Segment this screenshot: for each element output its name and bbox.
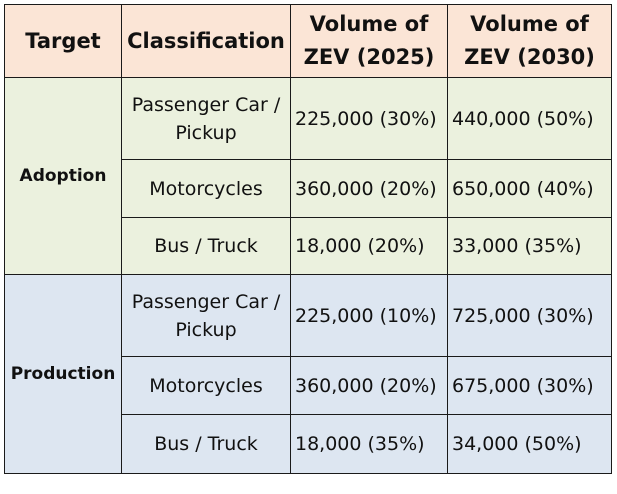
classification-cell: Passenger Car / Pickup <box>121 77 291 160</box>
header-classification: Classification <box>121 4 291 78</box>
target-adoption: Adoption <box>4 77 122 275</box>
table-row: Motorcycles 360,000 (20%) 650,000 (40%) <box>5 159 612 218</box>
zev-2030-cell: 650,000 (40%) <box>447 159 612 218</box>
adoption-group: Adoption Passenger Car / Pickup 225,000 … <box>4 77 612 275</box>
zev-targets-table-container: Target Classification Volume of ZEV (202… <box>4 4 612 474</box>
zev-2025-cell: 360,000 (20%) <box>290 356 448 415</box>
table-row: Adoption Passenger Car / Pickup 225,000 … <box>4 77 612 275</box>
zev-2025-cell: 18,000 (20%) <box>290 217 448 275</box>
header-target: Target <box>4 4 122 78</box>
zev-targets-table: Target Classification Volume of ZEV (202… <box>4 4 612 474</box>
header-zev-2030: Volume of ZEV (2030) <box>447 4 612 78</box>
table-row: Motorcycles 360,000 (20%) 675,000 (30%) <box>5 356 612 415</box>
production-group: Production Passenger Car / Pickup 225,00… <box>4 274 612 474</box>
zev-2025-cell: 18,000 (35%) <box>290 414 448 474</box>
zev-2030-cell: 725,000 (30%) <box>447 274 612 357</box>
classification-cell: Bus / Truck <box>121 414 291 474</box>
table-row: Bus / Truck 18,000 (35%) 34,000 (50%) <box>5 414 612 474</box>
classification-cell: Motorcycles <box>121 356 291 415</box>
zev-2030-cell: 34,000 (50%) <box>447 414 612 474</box>
target-production: Production <box>4 274 122 474</box>
zev-2025-cell: 225,000 (10%) <box>290 274 448 357</box>
classification-cell: Motorcycles <box>121 159 291 218</box>
table-row: Production Passenger Car / Pickup 225,00… <box>4 274 612 474</box>
header-row: Target Classification Volume of ZEV (202… <box>4 4 612 78</box>
zev-2030-cell: 675,000 (30%) <box>447 356 612 415</box>
classification-cell: Bus / Truck <box>121 217 291 275</box>
header-zev-2025: Volume of ZEV (2025) <box>290 4 448 78</box>
zev-2030-cell: 440,000 (50%) <box>447 77 612 160</box>
zev-2025-cell: 225,000 (30%) <box>290 77 448 160</box>
table-row: Bus / Truck 18,000 (20%) 33,000 (35%) <box>5 217 612 275</box>
zev-2030-cell: 33,000 (35%) <box>447 217 612 275</box>
zev-2025-cell: 360,000 (20%) <box>290 159 448 218</box>
classification-cell: Passenger Car / Pickup <box>121 274 291 357</box>
